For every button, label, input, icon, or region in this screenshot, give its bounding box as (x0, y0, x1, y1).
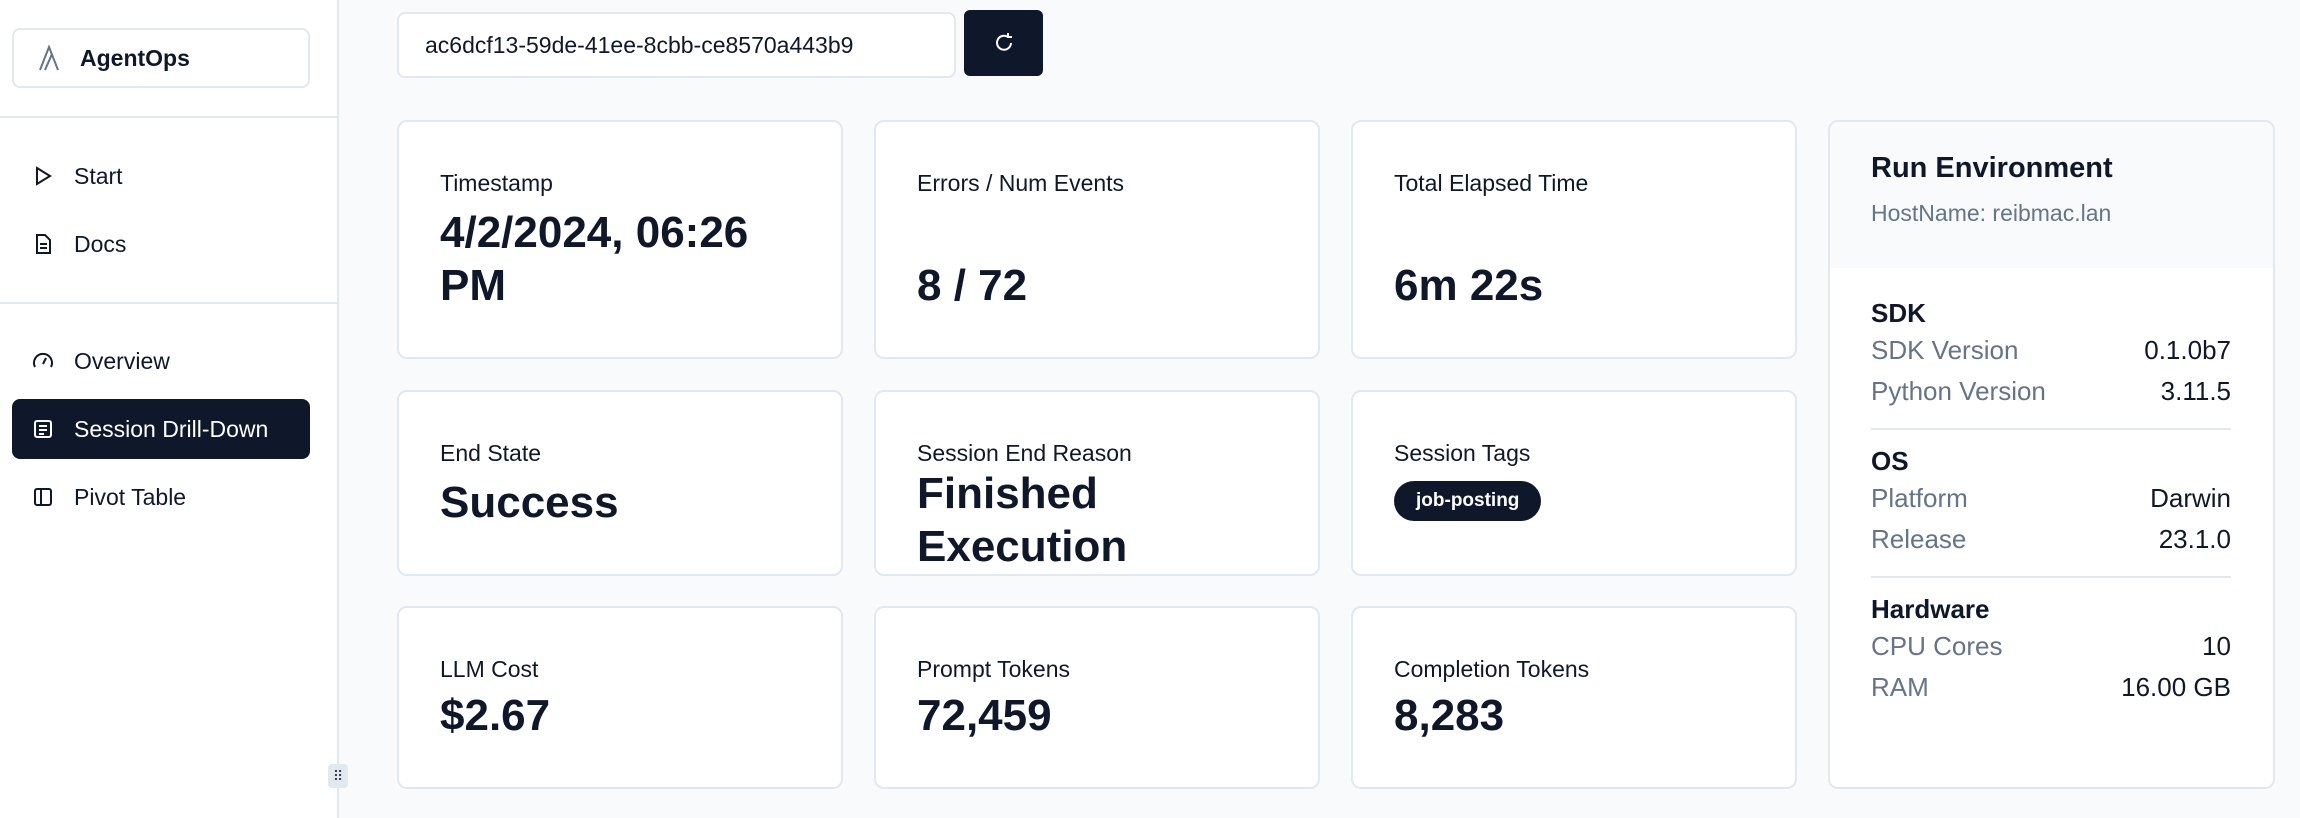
card-label: Timestamp (440, 170, 553, 196)
env-row: Release 23.1.0 (1871, 519, 2231, 560)
card-value: Success (440, 478, 619, 527)
sidebar-item-label: Start (74, 162, 123, 189)
env-section-title: OS (1871, 446, 1909, 476)
card-llm-cost: LLM Cost $2.67 (397, 606, 843, 789)
card-value: 8,283 (1394, 691, 1505, 740)
sidebar-item-label: Docs (74, 230, 127, 257)
sidebar-item-label: Pivot Table (74, 483, 187, 510)
env-key: Platform (1871, 483, 1968, 513)
env-divider (1871, 428, 2231, 430)
env-section-title: SDK (1871, 298, 1926, 328)
sidebar-item-start[interactable]: Start (12, 146, 310, 206)
session-id-input[interactable]: ac6dcf13-59de-41ee-8cbb-ce8570a443b9 (397, 12, 956, 78)
sidebar-item-overview[interactable]: Overview (12, 331, 310, 391)
env-value: 10 (2202, 631, 2231, 661)
env-value: 0.1.0b7 (2144, 335, 2231, 365)
tag-badge[interactable]: job-posting (1394, 481, 1542, 521)
env-key: Release (1871, 524, 1967, 554)
env-row: Python Version 3.11.5 (1871, 371, 2231, 412)
env-section-title: Hardware (1871, 594, 1990, 624)
refresh-button[interactable] (964, 10, 1043, 76)
card-label: Errors / Num Events (917, 170, 1125, 196)
env-key: Python Version (1871, 376, 2046, 406)
env-value: Darwin (2150, 483, 2231, 513)
card-value: $2.67 (440, 691, 551, 740)
list-icon (34, 420, 52, 438)
brand-name: AgentOps (80, 44, 190, 71)
env-row: Platform Darwin (1871, 478, 2231, 519)
env-key: CPU Cores (1871, 631, 2003, 661)
sidebar-divider (0, 302, 337, 304)
sidebar-item-label: Overview (74, 347, 170, 374)
env-value: 3.11.5 (2160, 376, 2231, 406)
card-value: 6m 22s (1394, 261, 1544, 310)
gauge-icon (33, 352, 53, 368)
env-divider (1871, 576, 2231, 578)
card-value: 72,459 (917, 691, 1052, 740)
sidebar-item-label: Session Drill-Down (74, 415, 269, 442)
card-prompt-tokens: Prompt Tokens 72,459 (874, 606, 1320, 789)
env-key: RAM (1871, 672, 1929, 702)
env-row: RAM 16.00 GB (1871, 667, 2231, 708)
env-row: SDK Version 0.1.0b7 (1871, 330, 2231, 371)
card-value: 4/2/2024, 06:26 PM (440, 208, 749, 310)
sidebar: AgentOps Start Docs Overview Session Dri… (0, 0, 339, 818)
env-value: 16.00 GB (2121, 672, 2231, 702)
env-value: 23.1.0 (2158, 524, 2231, 554)
sidebar-item-session-drill-down[interactable]: Session Drill-Down (12, 399, 310, 459)
env-title: Run Environment (1871, 152, 2113, 184)
card-errors-events: Errors / Num Events 8 / 72 (874, 120, 1320, 359)
card-timestamp: Timestamp 4/2/2024, 06:26 PM (397, 120, 843, 359)
panel-icon (34, 488, 52, 506)
card-completion-tokens: Completion Tokens 8,283 (1351, 606, 1797, 789)
env-key: SDK Version (1871, 335, 2019, 365)
env-hostname: HostName: reibmac.lan (1871, 200, 2112, 226)
card-label: Completion Tokens (1394, 656, 1590, 682)
sidebar-divider (0, 116, 337, 118)
card-label: Session Tags (1394, 440, 1531, 466)
sidebar-item-pivot-table[interactable]: Pivot Table (12, 467, 310, 527)
card-end-reason: Session End Reason Finished Execution (874, 390, 1320, 576)
card-elapsed-time: Total Elapsed Time 6m 22s (1351, 120, 1797, 359)
card-value: 8 / 72 (917, 261, 1028, 310)
card-end-state: End State Success (397, 390, 843, 576)
refresh-icon (995, 33, 1012, 51)
agentops-logo-icon (39, 44, 59, 71)
run-environment-panel: Run Environment HostName: reibmac.lan SD… (1828, 120, 2275, 789)
card-label: Total Elapsed Time (1394, 170, 1589, 196)
card-label: Session End Reason (917, 440, 1132, 466)
play-icon (36, 166, 52, 186)
card-value: Finished Execution (917, 469, 1128, 571)
env-row: CPU Cores 10 (1871, 626, 2231, 667)
brand-logo[interactable]: AgentOps (12, 28, 310, 88)
card-label: LLM Cost (440, 656, 539, 682)
card-session-tags: Session Tags job-posting (1351, 390, 1797, 576)
document-icon (36, 234, 51, 254)
card-label: Prompt Tokens (917, 656, 1070, 682)
card-label: End State (440, 440, 542, 466)
sidebar-item-docs[interactable]: Docs (12, 214, 310, 274)
sidebar-resize-handle[interactable]: ⠿ (328, 764, 348, 788)
